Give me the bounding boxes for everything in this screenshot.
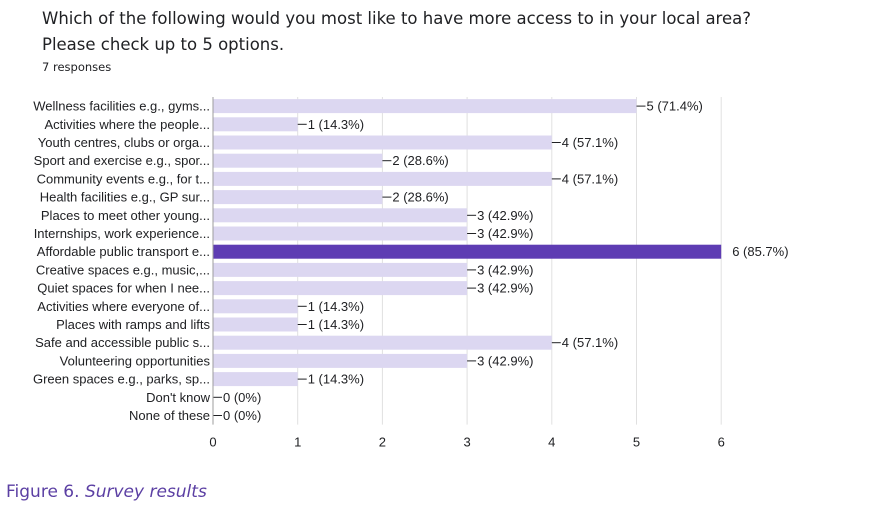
x-tick-label: 6 <box>718 435 725 450</box>
category-label: None of these <box>129 408 210 423</box>
data-label: 1 (14.3%) <box>308 117 364 132</box>
category-label: Green spaces e.g., parks, sp... <box>33 372 210 387</box>
data-label: 1 (14.3%) <box>308 317 364 332</box>
bar <box>213 335 552 350</box>
category-label: Internships, work experience... <box>34 226 210 241</box>
bar <box>213 99 637 114</box>
x-tick-label: 1 <box>294 435 301 450</box>
category-label: Quiet spaces for when I nee... <box>37 281 210 296</box>
data-label: 3 (42.9%) <box>477 353 533 368</box>
category-label: Places with ramps and lifts <box>56 317 210 332</box>
data-label: 6 (85.7%) <box>732 244 788 259</box>
category-label: Affordable public transport e... <box>37 244 210 259</box>
data-label: 3 (42.9%) <box>477 262 533 277</box>
x-tick-label: 3 <box>463 435 470 450</box>
category-label: Places to meet other young... <box>41 208 210 223</box>
bar <box>213 153 383 168</box>
bar <box>213 190 383 205</box>
x-tick-label: 4 <box>548 435 555 450</box>
data-label: 2 (28.6%) <box>392 153 448 168</box>
category-label: Sport and exercise e.g., spor... <box>34 153 210 168</box>
data-label: 4 (57.1%) <box>562 171 618 186</box>
category-label: Activities where the people... <box>45 117 210 132</box>
x-tick-label: 2 <box>379 435 386 450</box>
data-label: 0 (0%) <box>223 390 261 405</box>
bar <box>213 208 468 223</box>
figure-caption: Figure 6. Survey results <box>6 482 207 502</box>
data-label: 0 (0%) <box>223 408 261 423</box>
category-label: Wellness facilities e.g., gyms... <box>33 99 210 114</box>
category-label: Health facilities e.g., GP sur... <box>40 190 210 205</box>
category-label: Don't know <box>146 390 211 405</box>
data-label: 1 (14.3%) <box>308 299 364 314</box>
bar <box>213 281 468 296</box>
figure-title: Survey results <box>84 482 207 502</box>
bar-chart: Wellness facilities e.g., gyms... 5 (71.4… <box>33 97 789 450</box>
data-label: 4 (57.1%) <box>562 335 618 350</box>
x-tick-label: 5 <box>633 435 640 450</box>
figure-number: Figure 6. <box>6 482 80 502</box>
bar <box>213 262 468 277</box>
response-count: 7 responses <box>42 60 112 74</box>
bar <box>213 135 552 150</box>
data-label: 1 (14.3%) <box>308 372 364 387</box>
x-tick-label: 0 <box>209 435 216 450</box>
bar <box>213 353 468 368</box>
data-label: 4 (57.1%) <box>562 135 618 150</box>
category-label: Volunteering opportunities <box>60 353 211 368</box>
bar <box>213 244 722 259</box>
bar <box>213 299 298 314</box>
category-label: Community events e.g., for t... <box>37 171 210 186</box>
category-label: Activities where everyone of... <box>37 299 210 314</box>
category-label: Creative spaces e.g., music,... <box>36 262 210 277</box>
bar <box>213 171 552 186</box>
category-label: Safe and accessible public s... <box>35 335 210 350</box>
bar <box>213 117 298 132</box>
question-text: Which of the following would you most li… <box>42 9 752 54</box>
data-label: 3 (42.9%) <box>477 208 533 223</box>
data-label: 2 (28.6%) <box>392 190 448 205</box>
bar <box>213 226 468 241</box>
data-label: 5 (71.4%) <box>647 99 703 114</box>
bar <box>213 317 298 332</box>
data-label: 3 (42.9%) <box>477 281 533 296</box>
category-label: Youth centres, clubs or orga... <box>38 135 210 150</box>
bar <box>213 372 298 387</box>
data-label: 3 (42.9%) <box>477 226 533 241</box>
